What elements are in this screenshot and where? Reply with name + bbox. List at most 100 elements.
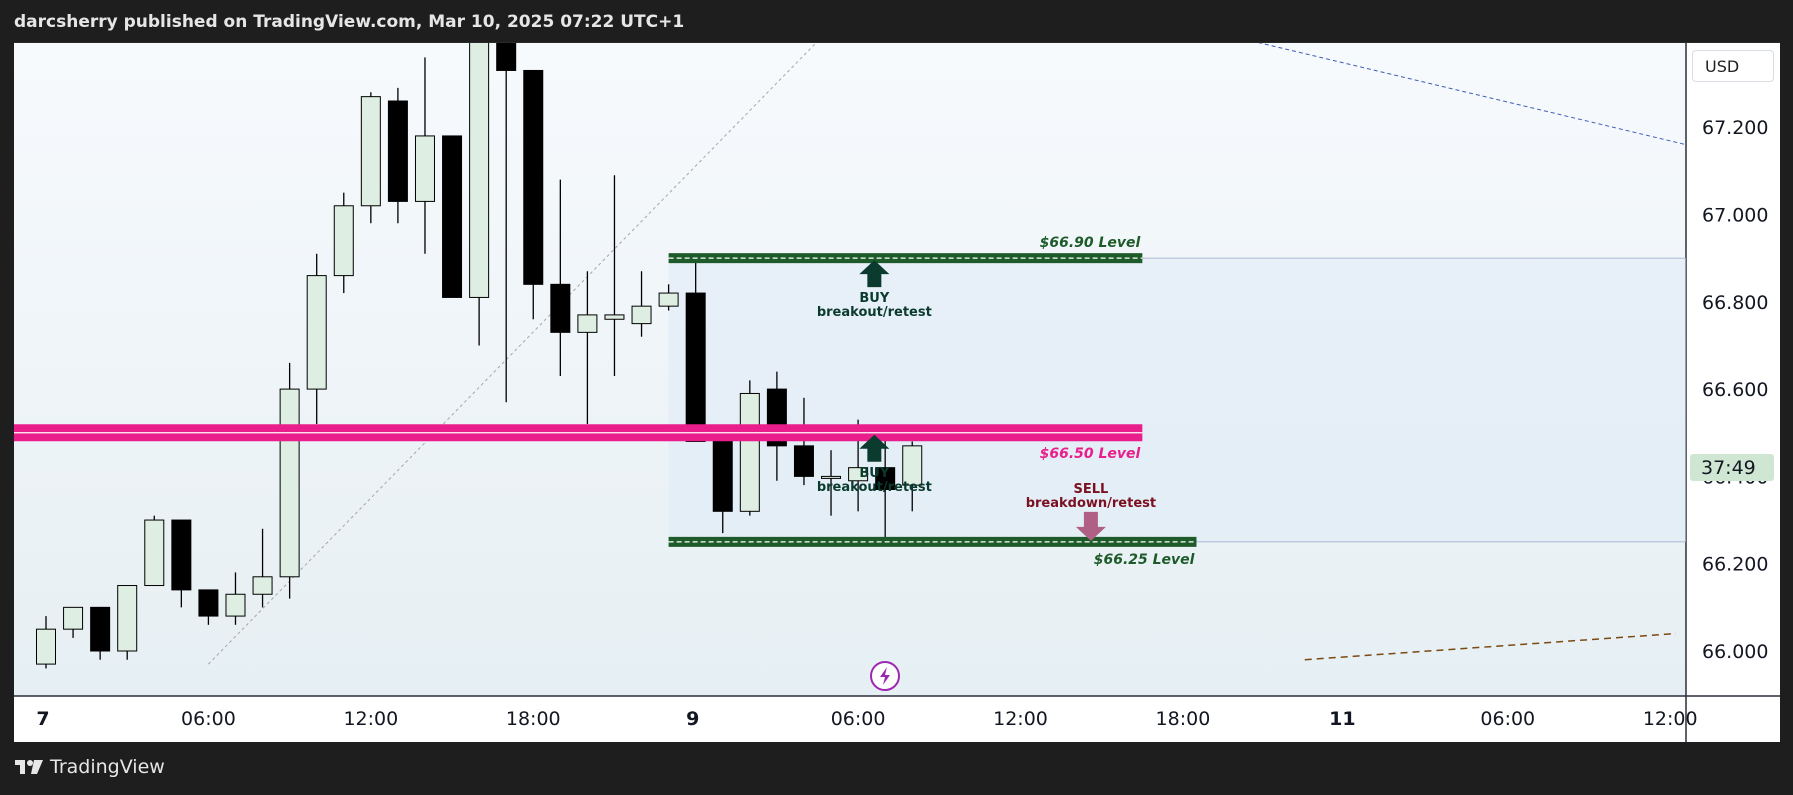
plot-background: [14, 43, 1686, 696]
candle-body: [739, 392, 760, 512]
candle[interactable]: [306, 253, 327, 425]
lightning-icon[interactable]: [870, 661, 900, 691]
publisher-bar: darcsherry published on TradingView.com,…: [0, 0, 1793, 42]
candle-body: [658, 292, 679, 307]
candle-body: [117, 585, 138, 652]
candle[interactable]: [117, 585, 138, 660]
candle-body: [306, 275, 327, 390]
x-tick-label: 06:00: [181, 708, 236, 730]
candle[interactable]: [36, 616, 56, 669]
candle-body: [144, 519, 165, 587]
countdown-badge-bg: [1690, 454, 1774, 481]
candle[interactable]: [90, 606, 111, 660]
candle[interactable]: [198, 589, 219, 625]
level-label: $66.25 Level: [1094, 552, 1195, 568]
y-tick-label: 66.000: [1702, 641, 1768, 663]
trendline-support: [1304, 632, 1677, 661]
candle[interactable]: [144, 515, 165, 587]
candle[interactable]: [496, 43, 517, 403]
candle-body: [631, 305, 652, 325]
candle[interactable]: [387, 87, 408, 224]
down-arrow-icon: [1075, 511, 1106, 541]
candle[interactable]: [793, 397, 814, 486]
countdown-badge: 37:49: [1690, 454, 1774, 481]
candle[interactable]: [171, 519, 192, 608]
candle-body: [360, 96, 381, 207]
candle-body: [577, 314, 598, 333]
candle[interactable]: [252, 528, 273, 608]
candle[interactable]: [875, 428, 896, 538]
level-band[interactable]: $66.50 Level: [14, 424, 1143, 462]
candle[interactable]: [577, 271, 598, 425]
candle[interactable]: [604, 175, 625, 377]
candle-body: [712, 440, 733, 512]
x-tick-label: 12:00: [343, 708, 398, 730]
candle-body: [821, 475, 842, 479]
x-tick-label: 12:00: [993, 708, 1048, 730]
candle-body: [279, 388, 300, 578]
candle[interactable]: [739, 380, 760, 516]
price-chart[interactable]: $66.90 Level $66.50 Level $66.25 Level BUY…: [14, 43, 1780, 743]
y-tick-label: 67.000: [1702, 205, 1768, 227]
candle[interactable]: [279, 362, 300, 599]
candle-body: [90, 606, 111, 652]
tradingview-brand[interactable]: TradingView: [14, 756, 165, 778]
x-tick-label: 12:00: [1643, 708, 1698, 730]
x-tick-label: 06:00: [1480, 708, 1535, 730]
x-tick-label: 18:00: [1156, 708, 1211, 730]
annotation-line2: breakdown/retest: [1026, 496, 1156, 511]
candle-body: [387, 100, 408, 202]
annotation-line2: breakout/retest: [817, 480, 932, 495]
candle-body: [469, 43, 490, 298]
annotation-line1: SELL: [1073, 482, 1108, 497]
candle[interactable]: [469, 43, 490, 346]
annotation-line1: BUY: [859, 291, 889, 306]
candle[interactable]: [63, 606, 84, 638]
x-tick-label: 9: [686, 708, 699, 730]
time-axis-background: [14, 696, 1780, 743]
candle-body: [793, 445, 814, 477]
candle[interactable]: [685, 258, 706, 442]
level-band[interactable]: $66.25 Level: [668, 536, 1197, 568]
publisher-info: darcsherry published on TradingView.com,…: [14, 12, 685, 32]
candle[interactable]: [360, 92, 381, 224]
candle[interactable]: [902, 441, 923, 512]
annotation-line1: BUY: [859, 466, 889, 481]
candle[interactable]: [550, 179, 571, 377]
candle[interactable]: [442, 135, 463, 298]
candle-body: [225, 593, 246, 617]
candle[interactable]: [631, 271, 652, 337]
candle-body: [442, 135, 463, 298]
candle-body: [414, 135, 435, 202]
candle[interactable]: [658, 284, 679, 311]
range-box: [668, 258, 1686, 542]
candle-body: [875, 467, 896, 490]
y-tick-label: 66.600: [1702, 379, 1768, 401]
price-axis-background: [1686, 43, 1780, 696]
x-tick-label: 18:00: [506, 708, 561, 730]
candle[interactable]: [712, 432, 733, 534]
chart-frame: $66.90 Level $66.50 Level $66.25 Level BUY…: [14, 42, 1780, 743]
candle-body: [604, 314, 625, 320]
candle-body: [550, 283, 571, 333]
y-tick-label: 66.800: [1702, 292, 1768, 314]
candle[interactable]: [333, 192, 354, 294]
x-tick-label: 11: [1329, 708, 1355, 730]
candle-body: [171, 519, 192, 591]
trendline-ascending: [208, 43, 817, 665]
level-band[interactable]: $66.90 Level: [668, 235, 1143, 264]
currency-selector[interactable]: USD: [1692, 50, 1774, 82]
candle-body: [523, 69, 544, 285]
candle[interactable]: [414, 57, 435, 254]
candle[interactable]: [523, 69, 544, 320]
candle[interactable]: [821, 450, 842, 516]
candle-body: [198, 589, 219, 617]
tradingview-logo-icon: [15, 760, 43, 774]
countdown-label: 37:49: [1701, 457, 1756, 479]
annotation-line2: breakout/retest: [817, 305, 932, 320]
candle-body: [333, 205, 354, 277]
brand-name: TradingView: [50, 756, 165, 778]
level-band-fill: [668, 536, 1197, 547]
candle[interactable]: [225, 572, 246, 625]
